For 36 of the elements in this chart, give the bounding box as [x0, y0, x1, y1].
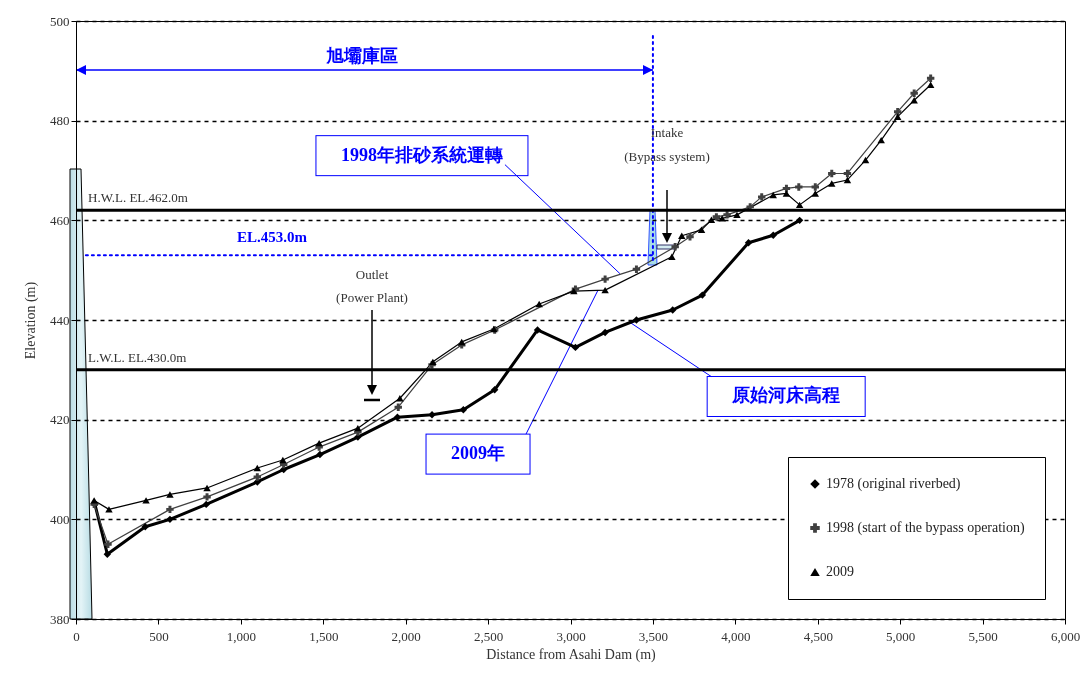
ref-line-label: H.W.L. EL.462.0m [88, 190, 188, 206]
y-axis-title: Elevation (m) [23, 281, 39, 360]
x-tick-label: 5,000 [886, 628, 916, 644]
annotation: 旭壩庫區 [325, 46, 398, 66]
annotation: 2009年 [451, 443, 506, 464]
x-tick-label: 4,000 [721, 628, 751, 644]
x-tick-label: 5,500 [968, 628, 998, 644]
y-tick-label: 480 [50, 113, 70, 129]
x-tick-label: 1,000 [226, 628, 256, 644]
annotation: (Bypass system) [624, 149, 710, 164]
y-tick-label: 460 [50, 212, 70, 228]
x-tick-label: 4,500 [803, 628, 833, 644]
legend-label: 1978 (original riverbed) [826, 476, 961, 492]
annotation: 1998年排砂系統運轉 [340, 144, 503, 165]
legend-label: 1998 (start of the bypass operation) [826, 520, 1026, 536]
annotation: Intake [650, 125, 684, 140]
y-tick-label: 380 [50, 611, 70, 627]
x-tick-label: 1,500 [309, 628, 339, 644]
x-tick-label: 2,000 [391, 628, 421, 644]
y-tick-label: 440 [50, 312, 70, 328]
x-tick-label: 500 [149, 628, 169, 644]
legend-label: 2009 [826, 564, 854, 579]
x-tick-label: 3,500 [638, 628, 669, 644]
y-tick-label: 500 [50, 13, 70, 29]
x-tick-label: 6,000 [1050, 628, 1081, 644]
x-tick-label: 2,500 [473, 628, 504, 644]
ref-line-label: L.W.L. EL.430.0m [88, 349, 187, 365]
x-axis-title: Distance from Asahi Dam (m) [486, 646, 657, 663]
annotation: Outlet [355, 267, 389, 282]
y-tick-label: 400 [50, 511, 70, 527]
annotation: (Power Plant) [336, 290, 408, 305]
x-tick-label: 0 [73, 628, 80, 644]
annotation: 原始河床高程 [731, 385, 841, 406]
y-tick-label: 420 [50, 412, 70, 428]
annotation: EL.453.0m [236, 229, 308, 245]
x-tick-label: 3,000 [556, 628, 586, 644]
